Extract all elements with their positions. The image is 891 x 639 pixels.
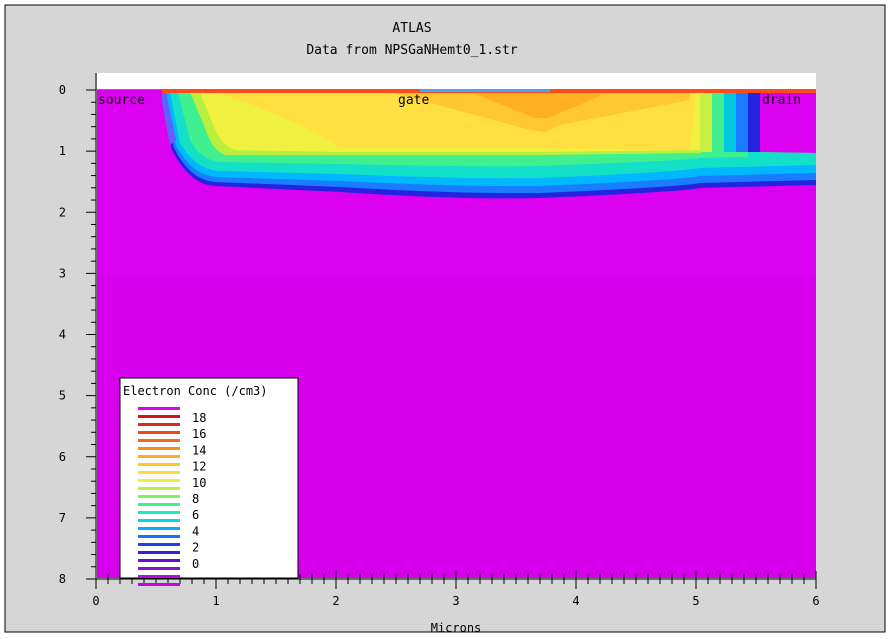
legend-swatch (138, 407, 180, 410)
legend-swatch (138, 463, 180, 466)
gate-label: gate (398, 93, 429, 108)
drain-substrate-pocket (760, 92, 816, 153)
legend-swatch (138, 567, 180, 570)
drain-band-4 (748, 92, 760, 152)
y-tick-label: 2 (59, 205, 66, 219)
legend-title: Electron Conc (/cm3) (123, 384, 268, 398)
gate-metal (420, 89, 550, 92)
legend-swatch (138, 415, 180, 418)
legend-swatch (138, 551, 180, 554)
legend-swatch (138, 543, 180, 546)
x-tick-label: 0 (92, 594, 99, 608)
x-axis-label: Microns (431, 621, 482, 635)
legend-level-label: 8 (192, 492, 199, 506)
drain-band-6 (736, 92, 748, 152)
legend-swatch (138, 447, 180, 450)
y-tick-label: 8 (59, 572, 66, 586)
source-label: source (98, 93, 145, 108)
source-edge-band (160, 92, 176, 145)
x-tick-label: 1 (212, 594, 219, 608)
legend-swatch (138, 559, 180, 562)
legend-level-label: 10 (192, 476, 206, 490)
legend-level-label: 18 (192, 411, 206, 425)
legend-level-label: 4 (192, 524, 199, 538)
legend-swatch (138, 495, 180, 498)
legend: Electron Conc (/cm3) 18 16 14 12 10 8 6 4 2 0 (119, 377, 299, 586)
legend-swatch (138, 455, 180, 458)
chart-title: ATLAS (392, 21, 431, 36)
chart-subtitle: Data from NPSGaNHemt0_1.str (306, 43, 517, 58)
x-tick-label: 2 (332, 594, 339, 608)
legend-swatch (138, 423, 180, 426)
legend-level-label: 2 (192, 541, 199, 555)
legend-swatch (138, 503, 180, 506)
legend-labels: 18 16 14 12 10 8 6 4 2 0 (192, 411, 206, 571)
legend-swatch (138, 471, 180, 474)
plot-area (97, 73, 816, 578)
legend-swatch (138, 431, 180, 434)
x-tick-label: 6 (812, 594, 819, 608)
contour-band-16 (470, 92, 600, 118)
legend-swatch (138, 527, 180, 530)
y-tick-label: 3 (59, 266, 66, 280)
legend-level-label: 0 (192, 557, 199, 571)
legend-swatch (138, 479, 180, 482)
legend-swatch (138, 439, 180, 442)
drain-label: drain (762, 93, 801, 108)
y-tick-label: 6 (59, 450, 66, 464)
legend-level-label: 6 (192, 508, 199, 522)
x-tick-label: 5 (692, 594, 699, 608)
legend-swatch (138, 535, 180, 538)
y-tick-label: 0 (59, 83, 66, 97)
drain-band-12 (700, 92, 712, 152)
legend-swatch (138, 487, 180, 490)
legend-swatch (138, 583, 180, 586)
drain-band-10 (712, 92, 724, 152)
y-tick-label: 1 (59, 144, 66, 158)
legend-swatches (138, 407, 180, 586)
legend-swatch (138, 575, 180, 578)
top-white-band (97, 73, 816, 90)
legend-swatch (138, 511, 180, 514)
legend-swatch (138, 519, 180, 522)
legend-level-label: 12 (192, 460, 206, 474)
y-tick-label: 7 (59, 511, 66, 525)
y-tick-label: 4 (59, 328, 66, 342)
legend-level-label: 14 (192, 443, 206, 457)
x-tick-label: 4 (572, 594, 579, 608)
drain-band-8 (724, 92, 736, 152)
drain-lip-band (748, 152, 816, 165)
source-substrate (97, 90, 162, 275)
legend-level-label: 16 (192, 427, 206, 441)
x-tick-label: 3 (452, 594, 459, 608)
y-ticks: 0 1 2 3 4 5 6 7 8 (59, 83, 96, 586)
y-tick-label: 5 (59, 389, 66, 403)
